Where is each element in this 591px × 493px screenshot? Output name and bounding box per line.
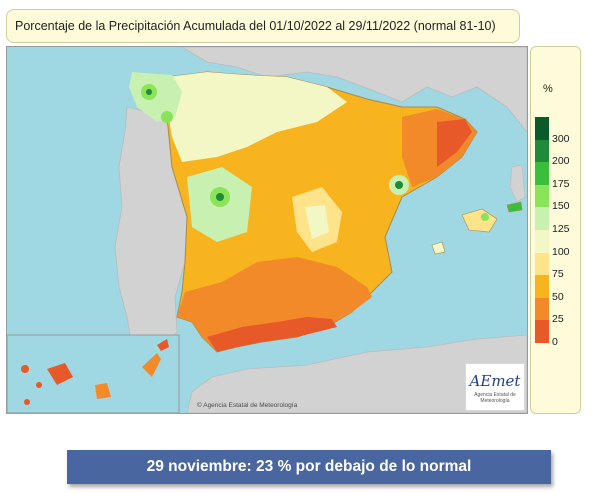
valencia-peak-spot <box>395 181 403 189</box>
legend-swatch <box>535 162 549 185</box>
fuerteventura <box>142 353 161 377</box>
legend-swatch <box>535 252 549 276</box>
east-coast-red <box>437 119 472 167</box>
mallorca-wet-spot <box>481 213 489 221</box>
galicia-green <box>129 72 182 122</box>
lanzarote <box>157 339 169 351</box>
central-pale-blob <box>305 205 329 239</box>
legend-tick-label: 200 <box>552 155 570 168</box>
legend-tick-label: 25 <box>552 313 564 326</box>
legend-tick-label: 100 <box>552 245 570 258</box>
la-gomera <box>36 382 42 388</box>
legend-swatch <box>535 230 549 253</box>
tenerife <box>47 363 73 385</box>
legend-tick-label: 50 <box>552 290 564 303</box>
legend-swatch <box>535 275 549 298</box>
map-credit: © Agencia Estatal de Meteorología <box>197 402 298 409</box>
legend-tick-label: 150 <box>552 200 570 213</box>
menorca <box>506 201 523 213</box>
legend-tick-label: 125 <box>552 223 570 235</box>
legend-swatch <box>535 184 549 208</box>
aemet-logo: AEmet Agencia Estatal de Meteorología <box>465 363 525 411</box>
rias-high-spot <box>161 111 173 123</box>
south-coast-red <box>207 317 337 352</box>
la-palma <box>21 365 29 373</box>
legend-tick-label: 175 <box>552 177 570 190</box>
mallorca <box>461 208 498 233</box>
precipitation-map <box>6 46 528 414</box>
legend-swatch <box>535 320 549 343</box>
legend-tick-label: 75 <box>552 268 564 281</box>
legend-swatch <box>535 207 549 230</box>
legend-tick-label: 300 <box>552 132 570 145</box>
legend-swatch <box>535 117 549 140</box>
gran-canaria <box>95 383 111 399</box>
legend-tick-label: 0 <box>552 336 558 348</box>
legend: % 300 200 175 150 125 100 75 50 25 0 <box>530 46 581 414</box>
legend-swatch <box>535 297 549 321</box>
north-wet-band <box>167 72 347 162</box>
galicia-peak-spot <box>146 89 152 95</box>
map-canvas <box>7 47 527 413</box>
summary-banner: 29 noviembre: 23 % por debajo de lo norm… <box>67 450 551 484</box>
logo-brand: AEmet <box>469 372 521 390</box>
ibiza <box>431 241 446 255</box>
france-landmass <box>181 47 527 133</box>
legend-unit: % <box>543 83 553 95</box>
legend-swatch <box>535 139 549 163</box>
sardinia-landmass <box>509 164 526 203</box>
africa-landmass <box>186 334 527 413</box>
el-hierro <box>24 399 30 405</box>
sistema-central-peak <box>216 193 224 201</box>
map-title: Porcentaje de la Precipitación Acumulada… <box>6 9 520 43</box>
logo-subtitle: Agencia Estatal de Meteorología <box>474 392 516 404</box>
